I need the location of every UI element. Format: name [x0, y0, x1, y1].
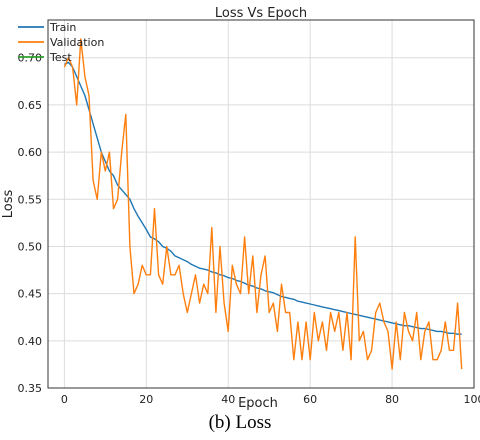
x-tick-label: 0: [61, 393, 68, 406]
grid: [48, 20, 475, 389]
y-tick-label: 0.45: [18, 288, 43, 301]
y-tick-label: 0.50: [18, 240, 43, 253]
x-tick-label: 40: [221, 393, 235, 406]
series-lines: [63, 38, 463, 370]
loss-chart: Loss Vs Epoch 0.350.400.450.500.550.600.…: [1, 6, 480, 410]
series-line-validation: [63, 38, 463, 370]
y-tick-label: 0.60: [18, 146, 43, 159]
y-tick-label: 0.65: [18, 99, 43, 112]
x-tick-label: 20: [139, 393, 153, 406]
x-tick-label: 80: [385, 393, 399, 406]
legend-label-test: Test: [49, 51, 72, 64]
y-tick-label: 0.55: [18, 193, 43, 206]
y-tick-label: 0.70: [18, 52, 43, 65]
figure-caption: (b) Loss: [208, 412, 272, 433]
y-axis-ticks: 0.35 0.40 0.45 0.50 0.55 0.60 0.65 0.70: [18, 52, 43, 395]
y-axis-label: Loss: [1, 190, 16, 219]
x-tick-label: 60: [303, 393, 317, 406]
y-tick-label: 0.35: [18, 382, 43, 395]
plot-area: [47, 19, 475, 389]
y-tick-label: 0.40: [18, 335, 43, 348]
legend-label-train: Train: [49, 21, 76, 34]
legend: Train Validation Test: [18, 21, 104, 64]
legend-label-validation: Validation: [50, 36, 104, 49]
x-axis-ticks: 0 20 40 60 80 100: [61, 393, 480, 406]
x-axis-label: Epoch: [238, 396, 278, 410]
x-tick-label: 100: [464, 393, 480, 406]
chart-title: Loss Vs Epoch: [215, 6, 307, 21]
